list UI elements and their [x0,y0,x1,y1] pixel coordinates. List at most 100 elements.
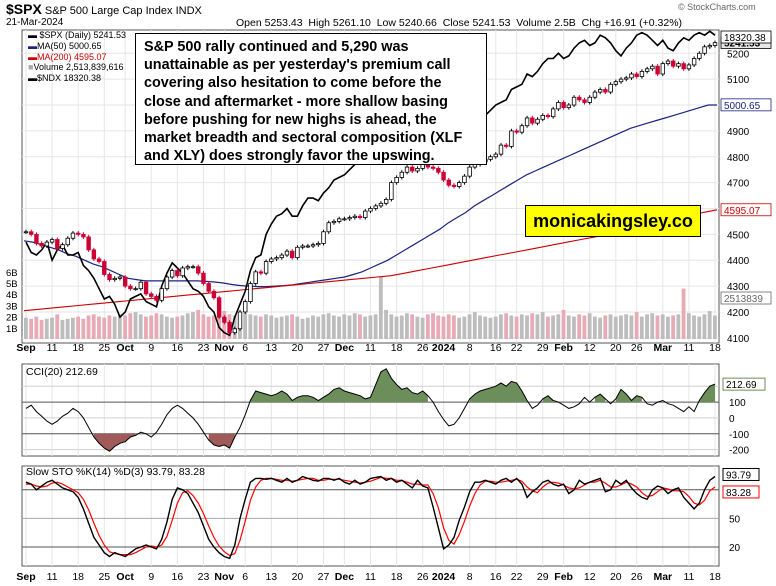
cci-tick-label: -200 [729,446,749,457]
price-candle [430,166,436,169]
price-candle [707,45,712,48]
volume-bar [269,315,274,339]
price-candle [190,266,196,269]
x-tick-label: Sep [16,342,35,354]
price-candle [373,205,378,209]
header-title: $SPX S&P 500 Large Cap Index INDX [6,1,202,17]
volume-bar [431,313,435,339]
volume-bar [60,319,65,339]
x-tick-label: 6 [242,342,248,354]
volume-value: Volume 2.5B [516,17,576,29]
x-tick-label: 11 [365,342,376,354]
price-candle [232,328,237,334]
price-candle [102,261,107,275]
price-candle [295,246,300,259]
x-tick-label: 16 [172,342,184,354]
price-candle [336,218,342,222]
volume-bar [211,315,216,339]
volume-bar [279,316,284,339]
volume-bar [144,316,148,339]
price-candle [143,281,149,295]
price-candle [587,96,592,103]
price-candle [112,277,117,281]
x-tick-label: 12 [584,571,596,583]
ma50-tag-box [720,98,772,112]
x-tick-label: Oct [116,571,134,583]
price-candle [603,89,608,93]
volume-bar [170,317,174,339]
legend-volume: ■Volume 2,513,839,616 [28,62,124,73]
volume-bar [634,312,639,339]
price-candle [70,232,76,239]
volume-tag-box [720,291,772,305]
price-candle [462,175,467,184]
price-tick-label: 4900 [727,127,750,138]
low-value: Low 5240.66 [376,17,437,29]
ndx-tag: 18320.38 [724,33,766,44]
price-candle [216,297,222,318]
cci-last-box [722,377,766,391]
x-tick-label: 13 [265,342,277,354]
price-candle [519,125,525,133]
price-candle [29,231,34,235]
volume-bar [185,313,190,339]
cci-fill-positive [250,368,428,403]
x-tick-label: 18 [709,342,721,354]
price-candle [300,245,305,248]
cci-last-tag: 212.69 [726,380,757,391]
volume-bar [420,317,425,339]
volume-bar [399,315,404,339]
volume-bar [493,316,498,339]
x-tick-label: 25 [98,571,110,583]
volume-bar [707,311,712,339]
x-tick-label: 18 [709,571,721,583]
cci-line [25,368,716,452]
open-value: Open 5253.43 [236,17,303,29]
x-tick-label: 29 [537,342,549,354]
volume-bar [436,315,441,339]
ndx-tag-box [720,30,772,44]
price-candle [676,63,681,67]
volume-bar [556,314,561,339]
price-candle [514,130,519,133]
volume-bars [24,276,717,339]
volume-bar [55,314,60,339]
x-tick-label: 16 [490,571,502,583]
volume-bar [425,314,430,339]
volume-bar [50,317,54,339]
price-candle [535,118,540,124]
volume-bar [264,314,268,339]
x-tick-label: 2024 [432,571,456,583]
legend-ma200: ▬MA(200) 4595.07 [28,51,107,62]
volume-bar [713,315,717,339]
x-tick-label: 11 [47,342,58,354]
volume-bar [363,316,368,339]
volume-bar [681,288,686,339]
price-candle [498,144,504,155]
price-candle [665,60,671,65]
volume-bar [452,315,456,339]
price-tick-label: 4100 [727,334,750,345]
volume-bar [311,315,315,339]
volume-tag: 2513839 [724,294,763,305]
x-tick-label: 26 [417,342,429,354]
volume-bar [201,314,206,339]
price-tick-label: 4500 [727,230,750,241]
volume-bar [123,315,127,339]
x-tick-label: 26 [631,571,643,583]
volume-bar [112,316,117,339]
volume-bar [545,316,550,339]
volume-bar [253,315,258,339]
watermark: © StockCharts.com [678,2,756,12]
price-candle [399,171,405,178]
price-candle [697,52,702,59]
price-candle [561,102,566,109]
price-candle [290,250,295,259]
volume-tick-label: 3B [6,301,18,312]
x-tick-label: 8 [467,342,473,354]
price-candle [164,276,170,290]
x-tick-label: 16 [172,571,184,583]
price-candle [279,254,284,259]
volume-bar [102,317,107,339]
price-candle [644,68,650,72]
